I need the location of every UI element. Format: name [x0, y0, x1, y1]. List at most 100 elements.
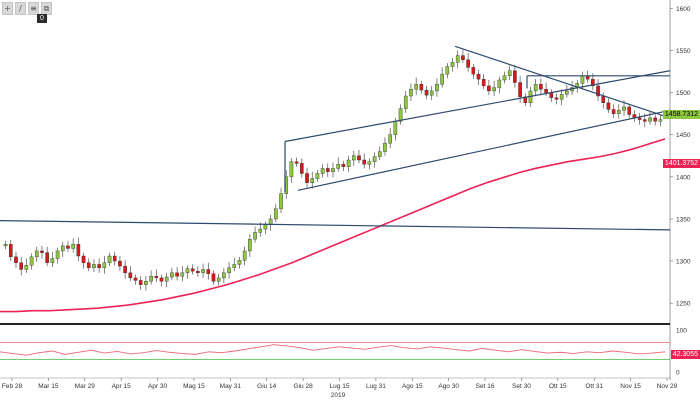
channel-lower-line [297, 109, 671, 191]
candle [216, 277, 221, 282]
candle [107, 255, 112, 263]
y-tick-label: 1450 [676, 132, 691, 139]
candle [611, 109, 616, 114]
candle [279, 193, 283, 210]
candle [24, 265, 29, 270]
candle [393, 121, 398, 135]
y-tick-label: 1600 [676, 6, 691, 13]
candle [201, 269, 205, 274]
candle [211, 273, 216, 282]
candle [310, 178, 315, 183]
candle [128, 272, 133, 279]
support-line [0, 220, 671, 231]
candle [419, 84, 424, 91]
menu-icon[interactable]: ≡ [28, 2, 39, 15]
candle [533, 84, 538, 92]
candle [487, 85, 491, 92]
x-tick-label: Feb 28 [2, 383, 23, 390]
candle [227, 267, 231, 274]
candle [253, 232, 257, 240]
x-tick-label: May 31 [220, 383, 242, 390]
candle [50, 258, 55, 263]
candle [19, 262, 24, 270]
candle [606, 102, 611, 110]
toolbar-value: 0 [37, 14, 47, 23]
candle [539, 84, 543, 90]
candle [40, 250, 44, 253]
candle [14, 256, 18, 263]
candle [71, 244, 75, 249]
y-tick-label: 1550 [676, 48, 691, 55]
candle [196, 270, 200, 274]
candle [601, 95, 606, 103]
candle [513, 70, 517, 83]
candle [164, 276, 169, 282]
candle [580, 75, 585, 84]
candle [591, 78, 595, 87]
candle [653, 117, 658, 122]
osc-tick-label: 100 [676, 328, 687, 335]
x-tick-label: Apr 15 [112, 383, 132, 390]
candle [622, 106, 626, 111]
candle [175, 272, 179, 277]
candle [92, 264, 96, 268]
x-tick-label: Ott 31 [585, 383, 603, 390]
candle [242, 250, 247, 261]
moving-average-badge: 1401.3752 [662, 159, 700, 168]
candle [372, 156, 377, 162]
candle [476, 73, 481, 80]
candle [565, 90, 569, 95]
candle [300, 163, 304, 174]
candle [138, 280, 143, 285]
candle [133, 277, 138, 281]
candle [502, 75, 507, 81]
candle [263, 224, 268, 230]
candle [102, 262, 107, 268]
x-tick-label: Apr 30 [148, 383, 168, 390]
candle [185, 268, 190, 274]
candle [305, 173, 309, 183]
candle [409, 89, 413, 97]
candle [554, 97, 559, 100]
candle [258, 228, 263, 233]
candle [403, 95, 408, 109]
candle [123, 265, 127, 274]
candle [289, 161, 294, 178]
last-price-badge: 1458.7312 [662, 110, 700, 119]
candle [170, 272, 174, 278]
candle [76, 244, 81, 257]
year-label: 2019 [331, 392, 346, 399]
draw-line-icon[interactable]: / [15, 2, 26, 15]
candle [367, 161, 372, 165]
x-tick-label: Mar 15 [38, 383, 59, 390]
x-tick-label: Set 30 [512, 383, 531, 390]
candle [461, 55, 465, 60]
candle [481, 78, 486, 87]
y-tick-label: 1250 [676, 301, 691, 308]
candle [471, 67, 476, 75]
candle [112, 255, 117, 262]
candle [206, 269, 211, 274]
candle [492, 87, 496, 92]
candle [414, 84, 418, 90]
candle [29, 256, 34, 266]
candle [222, 272, 226, 279]
candle [424, 89, 429, 96]
candle [627, 106, 632, 115]
candle [435, 84, 439, 92]
candle [232, 264, 237, 268]
channel-upper-line [284, 70, 671, 143]
candle [518, 82, 522, 98]
candle [643, 119, 647, 122]
downtrend-line [454, 45, 671, 119]
candle [325, 168, 330, 172]
candle [596, 85, 600, 97]
candle [383, 142, 387, 152]
candle [274, 208, 278, 220]
candle [658, 119, 663, 122]
x-tick-label: Set 16 [476, 383, 495, 390]
candle [346, 159, 351, 167]
candle [559, 94, 564, 100]
zoom-icon[interactable]: + [2, 2, 13, 15]
